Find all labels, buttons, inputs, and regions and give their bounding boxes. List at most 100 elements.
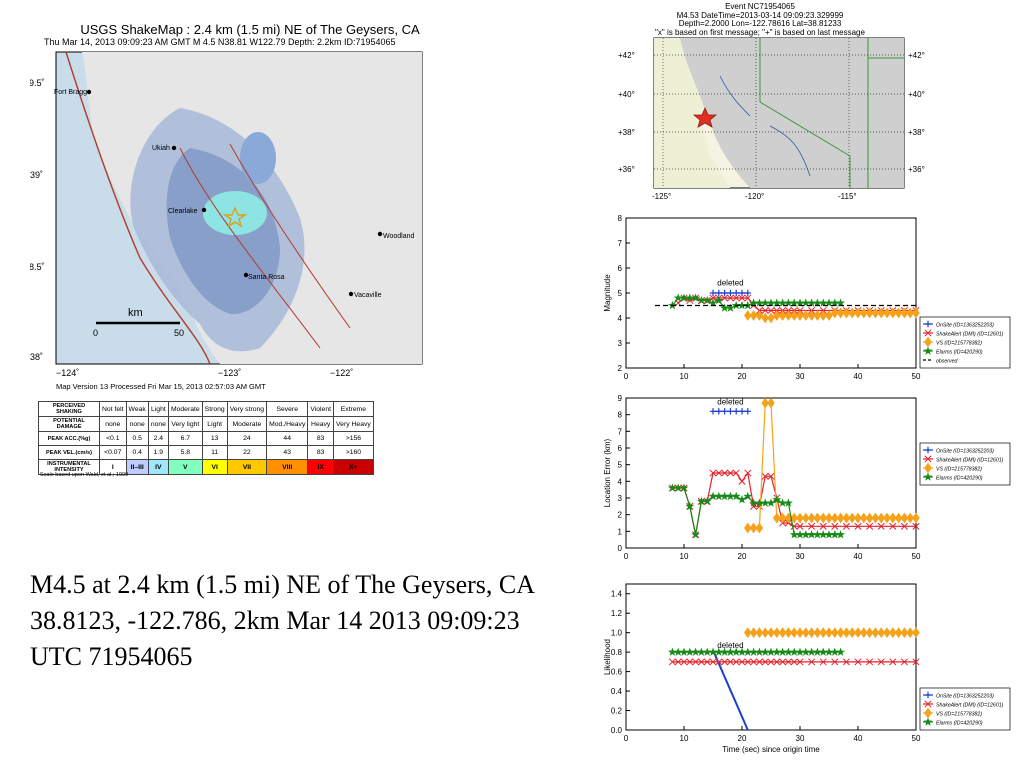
diamond-marker <box>749 522 758 534</box>
shakemap-version: Map Version 13 Processed Fri Mar 15, 201… <box>56 382 266 391</box>
diamond-marker <box>784 310 793 321</box>
diamond-marker <box>877 307 885 319</box>
diamond-marker <box>807 512 816 524</box>
state-border <box>759 38 904 188</box>
legend-cell: 13 <box>201 431 228 446</box>
x-marker <box>732 658 740 666</box>
plus-marker <box>715 408 722 415</box>
star-marker <box>778 498 787 507</box>
y-axis-label: Location Error (km) <box>603 438 612 507</box>
diamond-marker <box>836 512 845 524</box>
x-marker <box>761 658 769 666</box>
diamond-marker <box>894 307 903 319</box>
diamond-marker <box>848 512 856 524</box>
star-marker <box>679 483 689 492</box>
diamond-marker <box>796 627 804 639</box>
town-marker <box>171 145 177 151</box>
star-marker <box>702 496 712 506</box>
star-marker <box>830 647 840 656</box>
diamond-marker <box>761 627 769 639</box>
x-marker <box>808 658 816 666</box>
annotation-deleted: deleted <box>717 398 743 407</box>
diamond-marker <box>790 512 798 524</box>
star-marker <box>685 293 695 302</box>
star-marker <box>807 647 816 656</box>
x-marker <box>796 522 804 530</box>
star-marker <box>720 303 729 312</box>
star-marker <box>691 647 700 656</box>
river <box>719 75 811 177</box>
legend-row-header: POTENTIAL DAMAGE <box>38 416 100 432</box>
x-marker <box>715 469 723 477</box>
legend-cell: 83 <box>307 445 335 460</box>
lon-label: −122˚ <box>330 368 353 378</box>
x-marker <box>889 522 897 530</box>
y-tick-label: 5 <box>618 461 623 470</box>
y-tick-label: 6 <box>618 444 623 453</box>
x-marker <box>773 658 781 666</box>
legend-cell: Weak <box>125 401 149 417</box>
legend-cell: Heavy <box>307 416 335 432</box>
x-tick-label: 20 <box>738 552 747 561</box>
diamond-marker <box>871 512 880 524</box>
shakemap-map: Fort Bragg Ukiah Clearlake Santa Rosa Wo… <box>30 51 423 378</box>
diamond-marker <box>796 512 804 524</box>
star-marker <box>784 498 793 507</box>
shakemap-title: USGS ShakeMap : 2.4 km (1.5 mi) NE of Th… <box>80 22 420 37</box>
epicenter-star <box>692 106 718 128</box>
event-header: Event NC71954065 M4.53 DateTime=2013-03-… <box>600 2 920 37</box>
plus-marker <box>924 320 932 328</box>
star-marker <box>760 647 770 656</box>
diamond-marker <box>761 397 769 409</box>
legend-row: POTENTIAL DAMAGE none none none Very lig… <box>38 416 374 432</box>
series <box>712 649 749 731</box>
town-label: Vacaville <box>354 292 382 299</box>
diamond-marker <box>842 627 851 639</box>
star-marker <box>801 647 811 656</box>
diamond-marker <box>889 512 897 524</box>
likelihood-chart: 0 10 20 30 40 50 0.0 0.2 0.4 0.6 0.8 1.0 1.2 1.4 Likel… <box>603 583 1011 754</box>
diamond-marker <box>831 307 839 319</box>
intensity-cell: X+ <box>333 459 374 475</box>
diamond-marker <box>784 627 793 639</box>
x-tick-label: 10 <box>680 734 689 743</box>
star-marker <box>923 717 933 726</box>
star-marker <box>691 530 700 539</box>
star-marker <box>720 647 729 656</box>
star-marker <box>778 298 787 307</box>
x-marker <box>779 658 787 666</box>
plot-area <box>625 583 917 731</box>
plus-marker <box>733 408 740 415</box>
legend-cell: Extreme <box>333 401 374 417</box>
x-tick-label: 30 <box>796 734 805 743</box>
x-marker <box>831 658 839 666</box>
x-marker <box>912 658 920 666</box>
lat-label: 39˚ <box>30 170 43 180</box>
inset-lat-label: +42° <box>618 51 635 60</box>
plus-marker <box>744 289 751 297</box>
star-marker <box>818 530 828 539</box>
x-tick-label: 30 <box>796 372 805 381</box>
star-marker <box>824 298 834 307</box>
x-marker <box>761 306 769 315</box>
plus-marker <box>733 289 740 297</box>
series <box>744 627 920 639</box>
star-marker <box>714 647 724 656</box>
diamond-marker <box>773 310 781 321</box>
diamond-marker <box>744 522 752 534</box>
inset-lat-label: +42° <box>908 51 925 60</box>
x-marker <box>854 658 862 666</box>
fault-line <box>179 147 321 349</box>
diamond-marker <box>744 310 752 321</box>
legend-box <box>919 316 1011 369</box>
event-line: Depth=2.2000 Lon=-122.78616 Lat=38.81233 <box>678 19 842 28</box>
star-marker <box>708 298 718 307</box>
y-tick-label: 9 <box>618 394 623 403</box>
inset-lat-label: +36° <box>618 165 635 174</box>
star-marker <box>697 647 706 656</box>
legend-label: OnSite (ID=1363252203) <box>936 449 994 455</box>
location-error-chart: 0 10 20 30 40 50 0 1 2 3 4 5 6 7 8 9 Location Error (km)… <box>603 394 1011 561</box>
star-marker <box>772 298 782 307</box>
diamond-marker <box>819 627 827 639</box>
star-marker <box>772 495 782 504</box>
